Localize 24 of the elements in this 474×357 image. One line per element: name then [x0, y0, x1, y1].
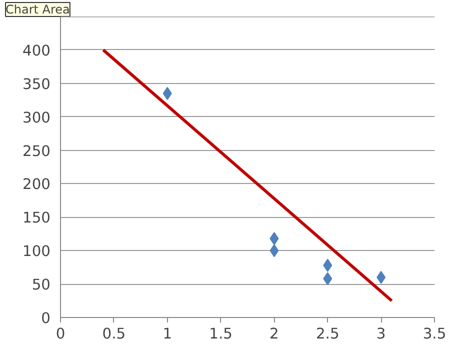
y-tick-label: 250 — [22, 142, 51, 160]
y-tick-label: 0 — [41, 310, 51, 327]
annotation: Chart Area — [6, 2, 70, 16]
y-tick-label: 400 — [22, 42, 51, 60]
point — [270, 244, 279, 258]
x-tick-label: 3 — [376, 326, 386, 342]
y-tick-label: 300 — [22, 109, 51, 126]
point — [323, 272, 332, 286]
x-tick-label: 2 — [270, 326, 279, 342]
point — [376, 270, 386, 284]
point — [162, 86, 172, 100]
x-tick-label: 0 — [56, 326, 66, 342]
x-tick-label: 0.5 — [102, 326, 126, 342]
y-tick-label: 200 — [22, 176, 51, 194]
y-tick-label: 100 — [22, 243, 51, 260]
y-tick-label: 350 — [22, 76, 51, 93]
y-tick-label: 150 — [22, 210, 51, 227]
x-tick-label: 1.5 — [209, 326, 232, 342]
x-tick-label: 2.5 — [316, 326, 340, 342]
x-tick-label: 1 — [162, 326, 172, 342]
point — [323, 258, 332, 272]
x-tick-label: 3.5 — [422, 326, 446, 342]
y-tick-label: 50 — [32, 276, 51, 294]
point — [270, 232, 279, 246]
